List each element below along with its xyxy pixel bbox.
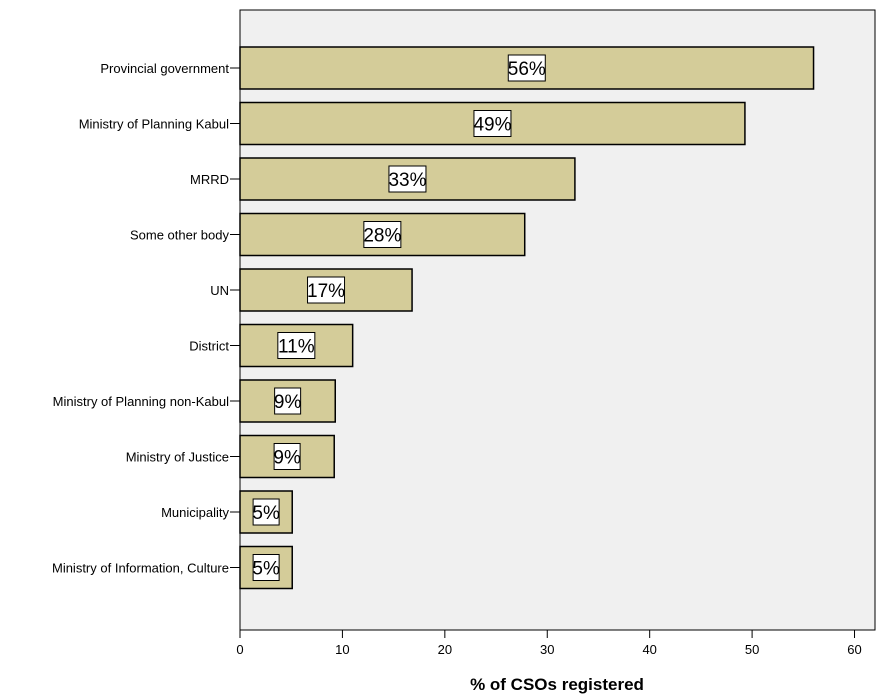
data-label: 17% bbox=[307, 281, 345, 302]
bars-group: 56% 49% 33% 28% 17% 11% 9% 9% 5% 5% bbox=[239, 46, 815, 590]
category-label: Provincial government bbox=[100, 61, 229, 76]
x-tick-label: 60 bbox=[847, 642, 861, 657]
data-label: 28% bbox=[363, 226, 401, 247]
category-labels-group: Provincial government Ministry of Plannin… bbox=[52, 61, 240, 576]
category-label: District bbox=[189, 339, 229, 354]
x-axis: 0 10 20 30 40 50 60 bbox=[236, 630, 862, 657]
x-tick-label: 50 bbox=[745, 642, 759, 657]
x-tick-label: 0 bbox=[236, 642, 243, 657]
data-label-box bbox=[252, 498, 280, 526]
category-label: Ministry of Justice bbox=[126, 450, 229, 465]
x-tick-label: 40 bbox=[642, 642, 656, 657]
data-label: 5% bbox=[252, 559, 280, 580]
data-label-box bbox=[274, 387, 302, 415]
data-label: 49% bbox=[473, 115, 511, 136]
data-label-box bbox=[363, 221, 402, 248]
x-tick-label: 10 bbox=[335, 642, 349, 657]
data-label-box bbox=[252, 554, 280, 581]
data-label: 56% bbox=[508, 59, 546, 80]
data-label-box bbox=[307, 276, 346, 304]
data-label-box bbox=[277, 332, 316, 359]
data-label-box bbox=[388, 165, 427, 193]
category-label: MRRD bbox=[190, 172, 229, 187]
x-tick-label: 20 bbox=[438, 642, 452, 657]
category-label: UN bbox=[210, 283, 229, 298]
category-label: Some other body bbox=[130, 228, 230, 243]
bar bbox=[239, 490, 293, 534]
data-label-box bbox=[473, 110, 512, 137]
category-label: Ministry of Planning non-Kabul bbox=[53, 394, 229, 409]
x-axis-title: % of CSOs registered bbox=[470, 675, 644, 694]
data-label: 9% bbox=[273, 448, 301, 469]
data-label-box bbox=[507, 54, 546, 82]
category-label: Municipality bbox=[161, 505, 229, 520]
category-label: Ministry of Planning Kabul bbox=[79, 117, 229, 132]
data-label: 5% bbox=[252, 503, 280, 524]
data-label: 9% bbox=[274, 392, 302, 413]
data-label: 33% bbox=[388, 170, 426, 191]
category-label: Ministry of Information, Culture bbox=[52, 561, 229, 576]
data-label-box bbox=[273, 443, 301, 470]
data-label: 11% bbox=[278, 337, 315, 358]
x-tick-label: 30 bbox=[540, 642, 554, 657]
